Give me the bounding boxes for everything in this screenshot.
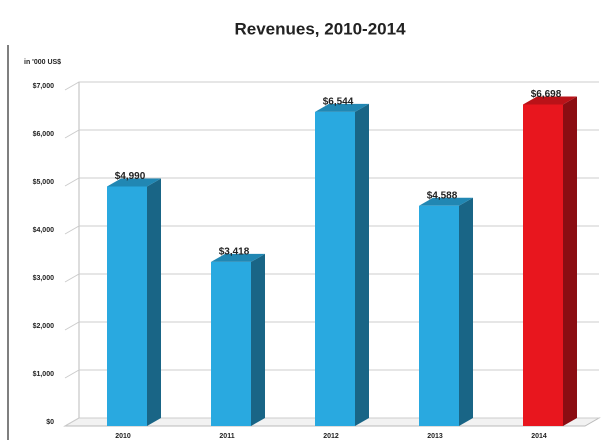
x-tick-label: 2011 bbox=[219, 433, 234, 440]
y-tick-label: $1,000 bbox=[33, 371, 55, 378]
y-tick-label: $6,000 bbox=[33, 131, 55, 138]
bar-side bbox=[147, 178, 161, 426]
y-tick-label: $2,000 bbox=[33, 323, 55, 330]
value-label: $6,544 bbox=[323, 97, 354, 108]
bar bbox=[211, 261, 251, 426]
grid-line bbox=[64, 177, 599, 187]
bar bbox=[315, 111, 355, 426]
y-tick-label: $3,000 bbox=[33, 275, 55, 282]
bar-top bbox=[211, 253, 265, 262]
x-tick-label: 2012 bbox=[323, 433, 339, 440]
bar-side bbox=[459, 197, 473, 426]
bar-top bbox=[107, 178, 161, 187]
bar bbox=[419, 205, 459, 426]
y-tick-label: $7,000 bbox=[33, 83, 55, 90]
chart-title: Revenues, 2010-2014 bbox=[234, 19, 406, 38]
grid-line bbox=[64, 129, 599, 139]
grid-line bbox=[64, 81, 599, 91]
value-label: $6,698 bbox=[531, 89, 562, 100]
x-tick-label: 2013 bbox=[427, 433, 443, 440]
bar-side bbox=[251, 253, 265, 426]
bar-top bbox=[523, 96, 577, 105]
bar bbox=[523, 104, 563, 426]
x-tick-label: 2014 bbox=[531, 433, 547, 440]
bar bbox=[107, 186, 147, 426]
y-tick-label: $0 bbox=[46, 419, 54, 426]
bar-side bbox=[355, 103, 369, 426]
bar-side bbox=[563, 96, 577, 426]
value-label: $4,588 bbox=[427, 190, 458, 201]
value-label: $4,990 bbox=[115, 171, 146, 182]
y-tick-label: $4,000 bbox=[33, 227, 55, 234]
value-label: $3,418 bbox=[219, 247, 250, 258]
bar-top bbox=[315, 103, 369, 112]
bar-top bbox=[419, 197, 473, 206]
y-tick-label: $5,000 bbox=[33, 179, 55, 186]
x-tick-label: 2010 bbox=[115, 433, 131, 440]
unit-label: in '000 US$ bbox=[24, 59, 61, 66]
